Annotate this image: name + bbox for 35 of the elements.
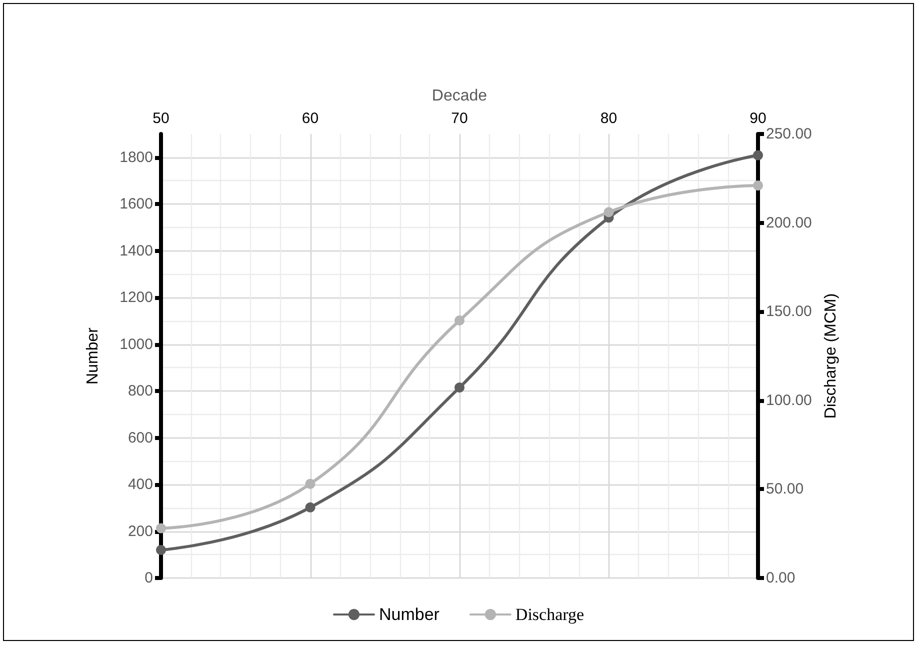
point xyxy=(604,207,614,218)
y-tick-label: 1000 xyxy=(120,336,153,353)
y2-axis-title: Discharge (MCM) xyxy=(822,293,840,419)
y2-tick-label: 50.00 xyxy=(766,480,804,498)
y-tick-label: 200 xyxy=(128,522,153,540)
x-tick-label: 90 xyxy=(750,110,766,127)
y-axis-title: Number xyxy=(84,326,102,384)
y-tick-label: 800 xyxy=(128,382,153,400)
point xyxy=(156,544,166,555)
y-tick-label: 1400 xyxy=(120,242,153,260)
x-tick-label: 70 xyxy=(451,110,468,127)
x-tick-label: 50 xyxy=(152,110,170,127)
y-tick-label: 1600 xyxy=(120,196,153,213)
y2-tick-label: 0.00 xyxy=(766,570,796,586)
point xyxy=(305,478,316,489)
point xyxy=(753,180,763,190)
y-tick-label: 400 xyxy=(128,476,153,494)
y-tick-label: 600 xyxy=(128,429,153,446)
x-axis-title: Decade xyxy=(432,88,488,104)
x-tick-label: 80 xyxy=(600,110,618,127)
point xyxy=(753,150,763,160)
y2-tick-label: 250.00 xyxy=(766,126,812,142)
point xyxy=(156,523,166,534)
y-tick-label: 1800 xyxy=(120,148,153,166)
y2-tick-label: 150.00 xyxy=(766,303,812,320)
y2-tick-label: 200.00 xyxy=(766,214,812,232)
legend-label: Number xyxy=(378,605,440,624)
point xyxy=(454,382,464,393)
point xyxy=(454,315,464,326)
y-tick-label: 1200 xyxy=(120,289,153,306)
point xyxy=(305,502,316,512)
legend-label: Discharge xyxy=(515,605,584,624)
x-tick-label: 60 xyxy=(302,110,319,127)
y-tick-label: 0 xyxy=(144,570,153,586)
y2-tick-label: 100.00 xyxy=(766,392,812,409)
